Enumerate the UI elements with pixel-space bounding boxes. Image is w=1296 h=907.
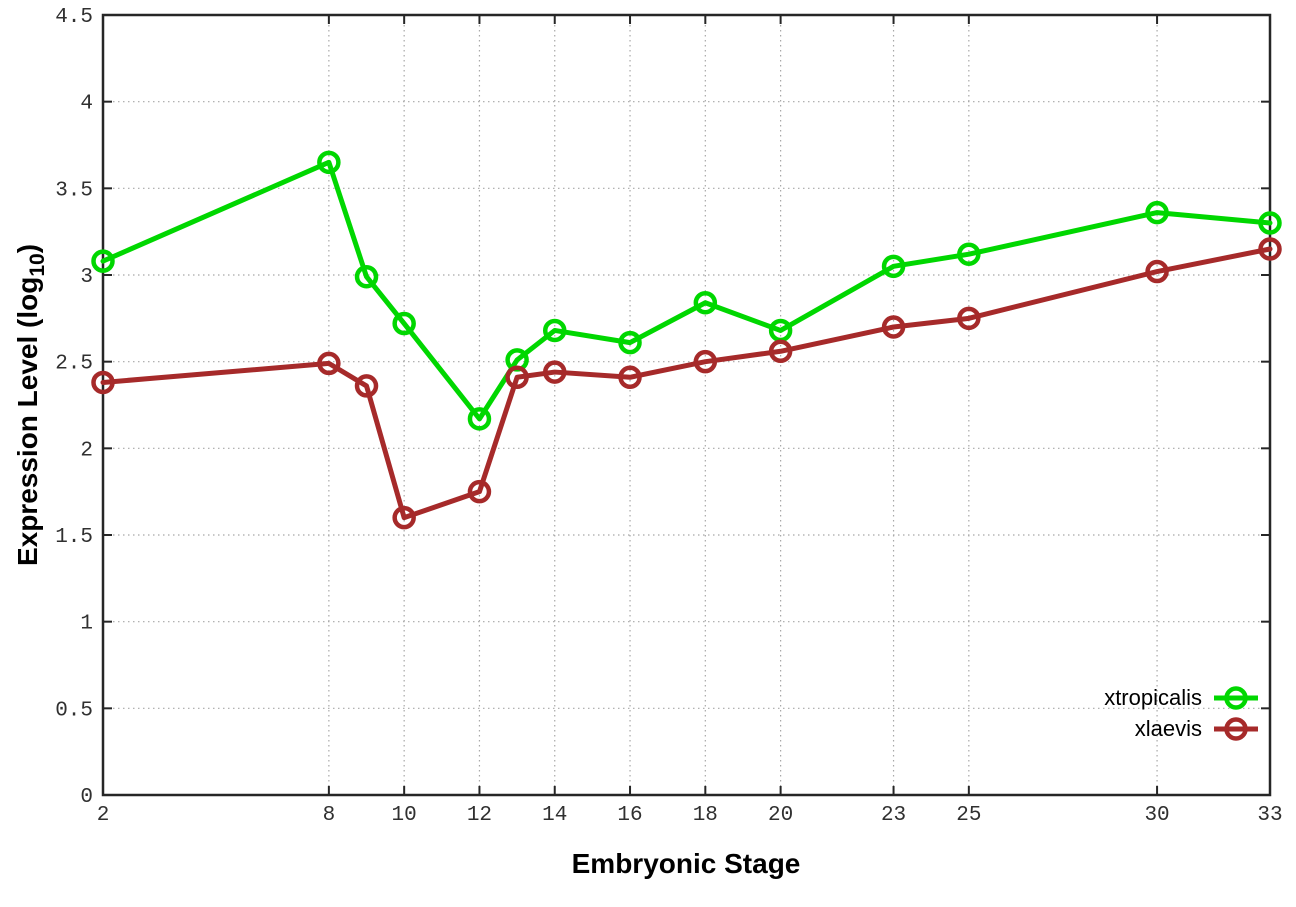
x-axis-title: Embryonic Stage (571, 848, 801, 879)
y-axis-title: Expression Level (log10) (12, 243, 49, 567)
data-point-xlaevis (693, 349, 718, 374)
y-tick-label: 3 (80, 266, 93, 289)
x-tick-label: 33 (1257, 804, 1282, 827)
y-tick-label: 1.5 (55, 526, 93, 549)
data-point-xtropicalis (467, 407, 492, 431)
data-point-xlaevis (618, 365, 642, 390)
data-point-xtropicalis (957, 242, 981, 266)
x-tick-label: 25 (956, 804, 981, 827)
data-point-xtropicalis (693, 290, 718, 315)
legend-label-xtropicalis: xtropicalis (1104, 685, 1202, 710)
data-point-xlaevis (957, 306, 981, 331)
data-point-xlaevis (1258, 237, 1282, 261)
x-tick-label: 10 (392, 804, 417, 827)
data-point-xlaevis (768, 339, 793, 364)
y-tick-label: 3.5 (55, 179, 93, 202)
series-line-xlaevis (100, 246, 1273, 521)
data-point-xtropicalis (392, 311, 416, 336)
data-point-xtropicalis (354, 264, 379, 289)
data-point-xlaevis (467, 479, 492, 504)
x-tick-label: 18 (693, 804, 718, 827)
y-tick-label: 4.5 (55, 6, 93, 29)
x-tick-label: 16 (617, 804, 642, 827)
legend-marker-xtropicalis-icon (1212, 684, 1260, 712)
x-tick-label: 8 (323, 804, 336, 827)
data-point-xlaevis (392, 505, 416, 530)
legend-item-xtropicalis: xtropicalis (1104, 684, 1260, 712)
data-point-xtropicalis (881, 254, 906, 279)
y-axis-title-main: Expression Level (log (12, 276, 43, 567)
legend-label-xlaevis: xlaevis (1134, 716, 1202, 741)
x-tick-label: 30 (1144, 804, 1169, 827)
legend: xtropicalis xlaevis (1104, 684, 1260, 743)
y-tick-label: 2.5 (55, 353, 93, 376)
y-tick-label: 1 (80, 613, 93, 636)
data-point-xlaevis (881, 315, 906, 339)
data-point-xlaevis (354, 374, 379, 398)
data-point-xtropicalis (542, 318, 567, 343)
x-tick-label: 20 (768, 804, 793, 827)
data-point-xlaevis (317, 351, 341, 376)
y-axis-title-close: ) (12, 243, 43, 254)
y-axis-title-subscript: 10 (26, 253, 49, 277)
x-tick-label: 23 (881, 804, 906, 827)
legend-item-xlaevis: xlaevis (1135, 715, 1260, 743)
data-point-xtropicalis (1145, 200, 1169, 225)
legend-marker-xlaevis-icon (1212, 715, 1260, 743)
y-tick-label: 0 (80, 786, 93, 809)
y-tick-label: 4 (80, 93, 93, 116)
data-point-xlaevis (505, 365, 529, 390)
data-point-xlaevis (91, 370, 115, 395)
x-tick-label: 14 (542, 804, 567, 827)
data-point-xtropicalis (618, 330, 642, 355)
y-tick-label: 0.5 (55, 699, 93, 722)
data-point-xtropicalis (317, 150, 341, 175)
data-point-xtropicalis (1258, 211, 1282, 235)
x-tick-label: 2 (97, 804, 110, 827)
data-point-xlaevis (542, 360, 567, 384)
series-line-xtropicalis (100, 159, 1273, 422)
y-tick-label: 2 (80, 439, 93, 462)
data-point-xlaevis (1145, 259, 1169, 284)
data-point-xtropicalis (91, 249, 115, 273)
plot-border (101, 13, 1272, 797)
x-tick-label: 12 (467, 804, 492, 827)
